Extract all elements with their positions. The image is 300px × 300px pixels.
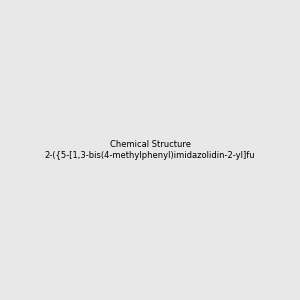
Text: Chemical Structure
2-({5-[1,3-bis(4-methylphenyl)imidazolidin-2-yl]fu: Chemical Structure 2-({5-[1,3-bis(4-meth… <box>45 140 255 160</box>
